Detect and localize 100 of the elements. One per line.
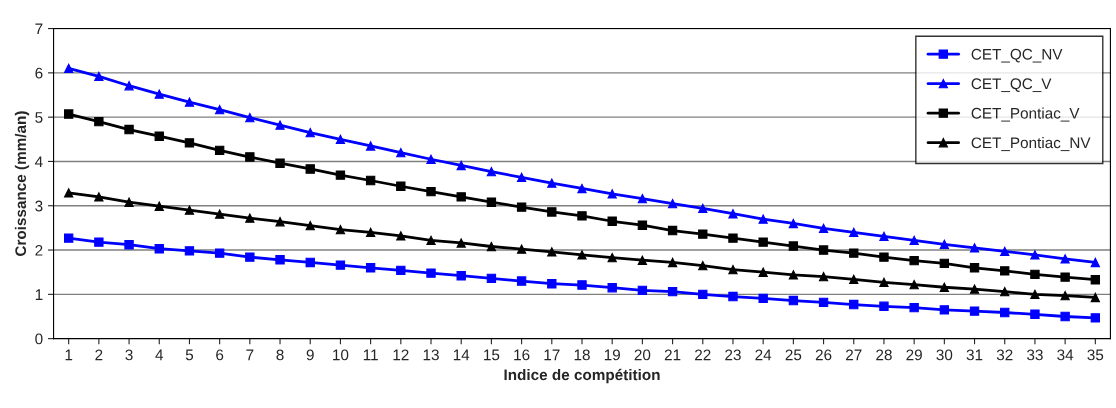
- x-tick-label: 31: [966, 349, 983, 361]
- point: [245, 112, 255, 123]
- point: [1000, 287, 1010, 297]
- x-tick-label: 32: [996, 349, 1013, 361]
- x-tick-label: 34: [1057, 349, 1074, 361]
- point: [547, 178, 557, 188]
- point: [758, 293, 768, 304]
- point: [939, 282, 950, 292]
- point: [1000, 307, 1010, 318]
- point: [1030, 289, 1040, 300]
- point: [547, 279, 557, 289]
- point: [305, 257, 315, 268]
- point: [758, 267, 768, 277]
- point: [667, 198, 678, 209]
- point: [63, 233, 74, 243]
- point: [335, 170, 346, 180]
- point: [456, 160, 466, 171]
- point: [184, 205, 195, 215]
- legend-label: CET_QC_NV: [971, 48, 1063, 63]
- point: [516, 276, 527, 286]
- x-tick-label: 6: [216, 349, 224, 361]
- x-tick-label: 8: [276, 349, 284, 361]
- point: [214, 104, 225, 115]
- x-tick-label: 4: [155, 349, 164, 361]
- point: [365, 141, 376, 151]
- point: [335, 224, 346, 235]
- point: [577, 280, 587, 290]
- point: [486, 197, 497, 207]
- point: [456, 238, 466, 248]
- x-tick-label: 2: [95, 349, 103, 361]
- x-tick-label: 27: [846, 349, 862, 361]
- point: [516, 244, 527, 254]
- x-tick-label: 18: [574, 349, 590, 361]
- point: [698, 289, 708, 300]
- point: [1090, 292, 1101, 303]
- point: [758, 237, 768, 247]
- point: [698, 260, 708, 271]
- point: [94, 237, 104, 247]
- point: [1060, 290, 1070, 301]
- x-tick-label: 12: [393, 349, 409, 361]
- point: [1000, 266, 1010, 276]
- point: [818, 223, 829, 234]
- legend-label: CET_Pontiac_V: [971, 107, 1080, 122]
- point: [426, 268, 436, 278]
- point: [909, 255, 919, 266]
- point: [879, 301, 889, 311]
- point: [245, 252, 255, 262]
- point: [426, 235, 436, 245]
- point: [426, 186, 436, 197]
- point: [849, 274, 859, 284]
- x-tick-label: 11: [363, 349, 378, 361]
- point: [305, 127, 315, 138]
- point: [486, 241, 497, 252]
- point: [607, 216, 617, 226]
- y-tick-label: 5: [35, 112, 43, 123]
- y-tick-label: 6: [35, 67, 43, 79]
- x-tick-label: 35: [1087, 349, 1104, 361]
- point: [728, 233, 738, 243]
- point: [818, 245, 829, 255]
- point: [969, 306, 980, 316]
- point: [124, 81, 134, 91]
- point: [909, 235, 919, 245]
- y-tick-label: 4: [35, 156, 43, 167]
- legend-label: CET_QC_V: [971, 78, 1052, 93]
- point: [275, 255, 285, 265]
- y-axis-title: Croissance (mm/an): [14, 111, 30, 256]
- point: [577, 211, 587, 221]
- point: [396, 147, 406, 158]
- point: [426, 154, 436, 164]
- point: [516, 172, 527, 183]
- point: [939, 305, 950, 315]
- point: [1090, 313, 1101, 323]
- point: [909, 279, 919, 290]
- x-tick-label: 19: [604, 349, 620, 361]
- point: [939, 239, 950, 249]
- point: [667, 225, 678, 236]
- point: [849, 299, 859, 310]
- point: [849, 248, 859, 258]
- x-tick-label: 16: [514, 349, 530, 361]
- point: [245, 152, 255, 162]
- point: [94, 192, 104, 202]
- point: [758, 214, 768, 224]
- point: [788, 295, 799, 306]
- point: [154, 244, 164, 254]
- point: [909, 302, 919, 313]
- x-tick-label: 15: [484, 349, 500, 361]
- y-tick-label: 2: [35, 244, 43, 256]
- x-tick-label: 7: [246, 349, 254, 361]
- point: [788, 218, 799, 229]
- point: [275, 158, 285, 168]
- x-tick-label: 25: [785, 349, 802, 361]
- point: [365, 263, 376, 273]
- point: [637, 220, 648, 230]
- x-tick-label: 24: [755, 349, 772, 361]
- point: [667, 257, 678, 268]
- point: [1060, 272, 1070, 282]
- x-tick-label: 5: [185, 349, 194, 361]
- point: [1000, 246, 1010, 257]
- point: [124, 197, 134, 207]
- point: [456, 192, 466, 202]
